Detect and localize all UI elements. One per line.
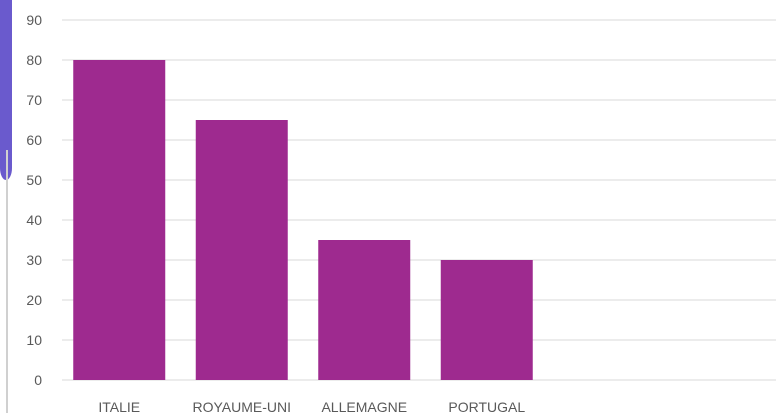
bar-royaume-uni (195, 120, 288, 380)
y-tick-label: 30 (26, 252, 42, 268)
y-tick-label: 20 (26, 292, 42, 308)
bar-portugal (440, 260, 533, 380)
chart-decoration (0, 0, 12, 413)
y-tick-label: 70 (26, 92, 42, 108)
y-tick-label: 0 (34, 372, 42, 388)
x-tick-label: ROYAUME-UNI (192, 399, 291, 413)
bars (73, 60, 533, 380)
x-tick-label: PORTUGAL (448, 399, 525, 413)
grid-lines (62, 19, 776, 381)
bar-italie (73, 60, 166, 380)
y-tick-label: 50 (26, 172, 42, 188)
corner-accent (0, 0, 12, 180)
y-tick-label: 60 (26, 132, 42, 148)
x-tick-label: ALLEMAGNE (321, 399, 407, 413)
y-axis-ticks: 0 10 20 30 40 50 60 70 80 90 (26, 12, 42, 388)
x-axis-labels: ITALIE ROYAUME-UNI ALLEMAGNE PORTUGAL (98, 399, 525, 413)
y-tick-label: 40 (26, 212, 42, 228)
y-tick-label: 80 (26, 52, 42, 68)
y-tick-label: 90 (26, 12, 42, 28)
y-tick-label: 10 (26, 332, 42, 348)
bar-allemagne (318, 240, 411, 380)
x-tick-label: ITALIE (98, 399, 140, 413)
